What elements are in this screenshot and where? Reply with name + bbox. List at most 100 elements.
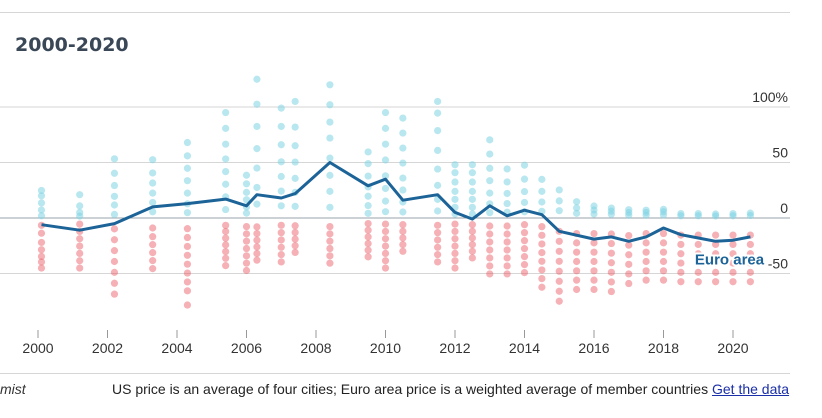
dot-negative (110, 247, 119, 255)
dot-negative (625, 251, 633, 259)
dot-positive (712, 210, 720, 218)
dot-negative (399, 234, 407, 242)
dot-negative (486, 254, 494, 262)
dot-negative (253, 256, 261, 264)
dot-negative (555, 257, 563, 265)
dot-negative (538, 249, 546, 257)
dot-positive (253, 100, 261, 108)
dot-positive (746, 209, 754, 217)
dot-negative (573, 276, 581, 284)
dot-negative (364, 253, 372, 261)
dot-positive (37, 192, 46, 200)
dot-positive (625, 206, 633, 214)
dot-negative (291, 235, 299, 243)
dot-negative (659, 239, 668, 247)
dot-negative (607, 249, 615, 257)
dot-positive (520, 187, 529, 196)
dot-positive (451, 161, 459, 169)
dot-negative (110, 236, 119, 244)
dot-positive (451, 178, 459, 186)
dot-positive (277, 202, 285, 210)
dot-positive (364, 209, 372, 217)
dot-positive (222, 205, 230, 214)
dot-negative (729, 240, 737, 249)
gridlines (0, 106, 790, 274)
x-tick-label: 2016 (578, 340, 609, 356)
dot-positive (573, 204, 581, 212)
dot-positive (110, 210, 119, 218)
dot-positive (451, 169, 459, 177)
dot-positive (242, 188, 251, 196)
dot-positive (253, 183, 261, 192)
dot-negative (222, 241, 230, 249)
dot-positive (253, 164, 261, 172)
dot-negative (76, 235, 84, 243)
dot-positive (381, 197, 390, 205)
dot-negative (503, 222, 511, 230)
dot-negative (555, 247, 563, 255)
euro-area-label: Euro area (695, 252, 765, 269)
dot-positive (659, 205, 668, 213)
dot-negative (110, 279, 119, 287)
dot-negative (746, 278, 754, 286)
dot-positive (110, 181, 119, 190)
dot-positive (326, 118, 334, 126)
dot-negative (555, 277, 563, 285)
x-tick-label: 2012 (439, 340, 470, 356)
euro-area-series-line (41, 161, 751, 243)
dot-negative (37, 264, 46, 272)
dot-negative (590, 248, 598, 256)
dot-negative (434, 229, 442, 237)
dot-negative (434, 258, 442, 266)
dot-negative (746, 259, 754, 267)
dot-negative (538, 231, 546, 239)
dot-positive (364, 201, 372, 210)
dot-negative (642, 267, 650, 275)
dot-positive (149, 169, 157, 177)
x-tick-label: 2010 (370, 340, 401, 356)
dot-positive (381, 184, 390, 193)
dot-negative (242, 266, 251, 275)
dot-negative (451, 264, 459, 272)
dot-positive (399, 129, 407, 137)
dot-negative (625, 231, 633, 240)
dot-negative (607, 268, 615, 276)
dot-positive (677, 209, 685, 218)
dot-negative (486, 270, 494, 278)
dot-negative (183, 225, 192, 233)
y-tick-label: 50 (772, 145, 788, 161)
dot-positive (503, 189, 511, 198)
dot-negative (253, 229, 261, 238)
dot-positive (277, 104, 285, 112)
dot-negative (729, 268, 737, 276)
dot-positive (183, 209, 192, 217)
dot-positive (149, 198, 157, 207)
dot-positive (729, 209, 737, 218)
dot-negative (486, 222, 494, 230)
dot-positive (326, 101, 334, 109)
dot-positive (291, 202, 299, 210)
chart: Euro area 100% 50 0 -50 2000 2002 2004 2006 2008 2… (0, 75, 790, 356)
dot-negative (291, 242, 299, 250)
dot-positive (37, 199, 46, 207)
dot-negative (291, 228, 299, 237)
dot-positive (222, 124, 230, 132)
dot-positive (277, 141, 285, 149)
dot-positive (291, 142, 299, 150)
dot-negative (625, 279, 633, 288)
dot-negative (486, 238, 494, 246)
dot-negative (642, 248, 650, 256)
dot-positive (277, 187, 285, 195)
dot-negative (642, 276, 650, 284)
dot-negative (607, 287, 615, 296)
dot-negative (555, 287, 563, 295)
dot-negative (659, 257, 668, 266)
dot-negative (625, 270, 633, 278)
dot-positive (76, 202, 84, 210)
dot-negative (468, 247, 476, 255)
dot-positive (183, 152, 192, 160)
dot-positive (110, 169, 119, 177)
get-data-link[interactable]: Get the data (712, 381, 790, 397)
dot-negative (149, 257, 157, 265)
dot-positive (277, 172, 285, 181)
